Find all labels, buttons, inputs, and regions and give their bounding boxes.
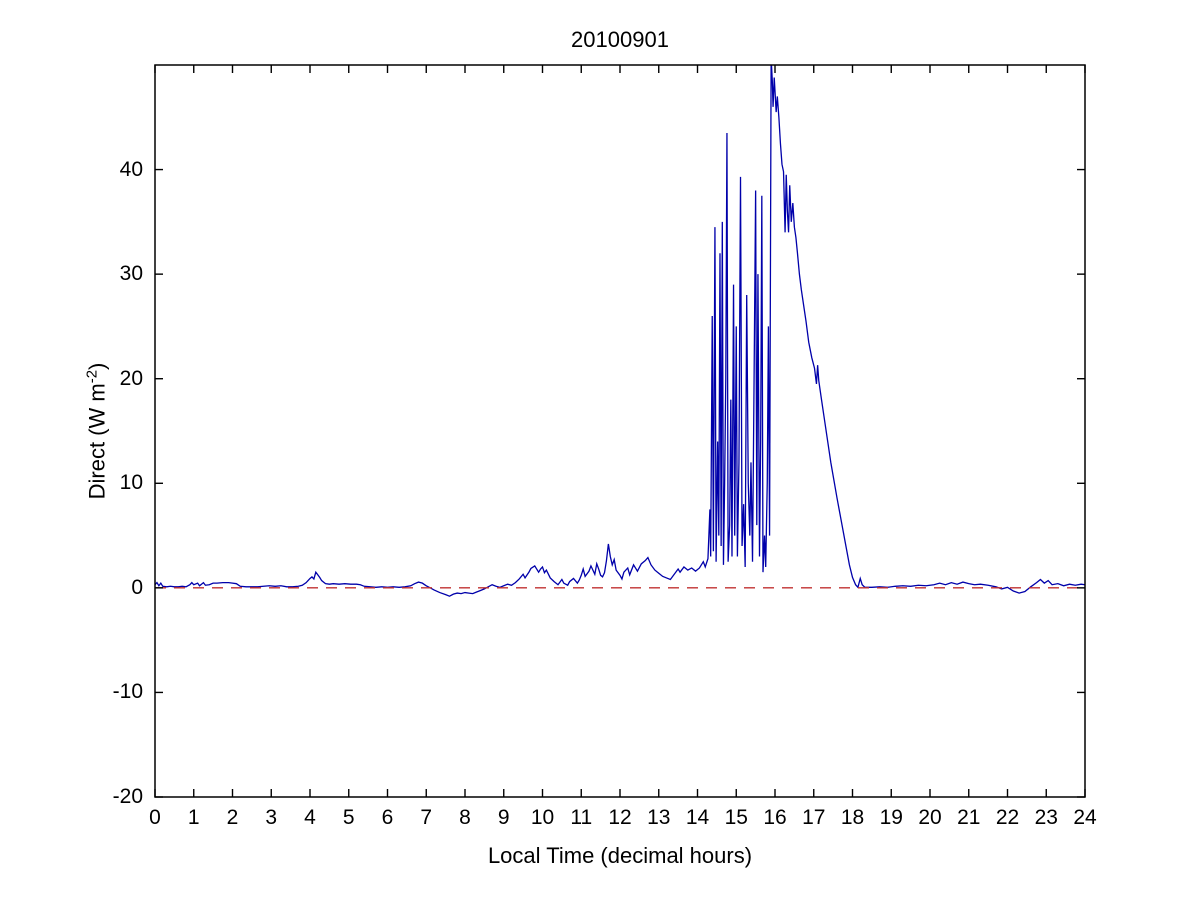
- direct-irradiance-line: [155, 65, 1085, 597]
- x-tick-label: 3: [265, 806, 278, 829]
- x-tick-label: 7: [420, 806, 433, 829]
- x-tick-label: 9: [497, 806, 510, 829]
- y-tick-label: 20: [119, 366, 143, 390]
- y-tick-label: -10: [112, 680, 143, 704]
- x-axis-label: Local Time (decimal hours): [487, 843, 753, 868]
- x-tick-label: 21: [957, 806, 981, 829]
- x-tick-label: 24: [1073, 806, 1097, 829]
- x-tick-label: 22: [995, 806, 1020, 829]
- x-tick-label: 11: [570, 806, 593, 829]
- x-tick-label: 13: [647, 806, 671, 829]
- x-tick-label: 17: [802, 806, 826, 829]
- x-tick-label: 18: [840, 806, 865, 829]
- x-tick-label: 6: [381, 806, 394, 829]
- x-tick-label: 8: [459, 806, 471, 829]
- x-tick-label: 14: [685, 806, 710, 829]
- y-tick-label: 10: [119, 471, 143, 495]
- x-tick-label: 16: [763, 806, 787, 829]
- x-tick-label: 0: [149, 806, 161, 829]
- plot-area-border: [154, 64, 1086, 798]
- x-tick-label: 23: [1034, 806, 1058, 829]
- x-tick-label: 2: [226, 806, 239, 829]
- x-tick-label: 19: [879, 806, 903, 829]
- y-tick-label: -20: [112, 785, 143, 808]
- x-tick-label: 15: [724, 806, 748, 829]
- chart-title: 20100901: [571, 27, 669, 52]
- x-tick-label: 10: [530, 806, 555, 829]
- y-tick-label: 40: [119, 157, 143, 181]
- x-tick-label: 12: [608, 806, 632, 829]
- x-tick-label: 1: [187, 806, 200, 829]
- y-tick-label: 0: [131, 575, 143, 599]
- x-tick-label: 20: [918, 806, 942, 829]
- y-tick-label: 30: [119, 262, 143, 286]
- x-tick-label: 5: [342, 806, 355, 829]
- x-tick-label: 4: [304, 806, 316, 829]
